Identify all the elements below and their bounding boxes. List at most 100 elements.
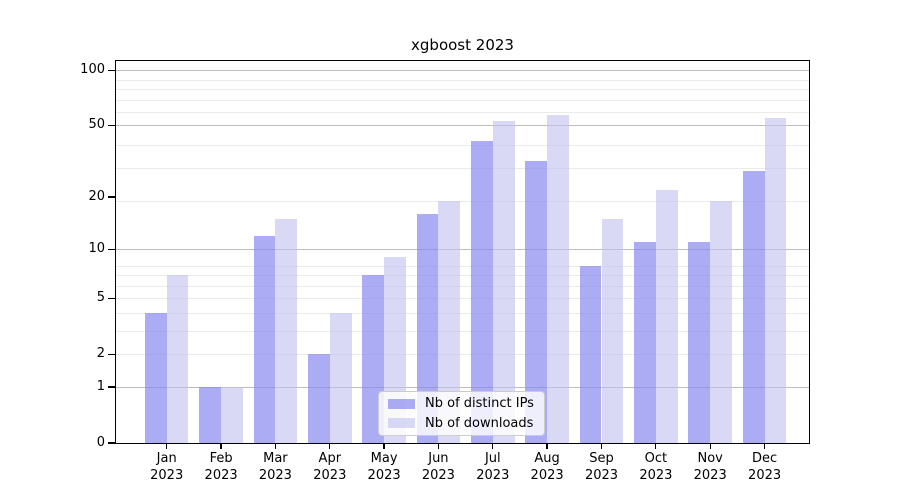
bar-distinct-ips-oct [634,242,656,443]
x-tick-month: Jul [484,451,501,466]
x-tick-month: Nov [697,451,723,466]
y-tick-mark [108,297,115,299]
x-tick-mark [655,443,657,449]
x-tick-month: Mar [263,451,288,466]
legend-label-distinct-ips: Nb of distinct IPs [425,396,534,412]
x-tick-month: Jun [428,451,449,466]
x-tick-month: Feb [209,451,233,466]
x-tick-year: 2023 [476,467,510,483]
x-tick-year: 2023 [313,467,347,483]
bar-distinct-ips-mar [253,235,276,443]
y-tick-label: 5 [96,290,105,306]
x-tick-mark [492,443,494,449]
x-tick-mark [437,443,440,449]
bar-downloads-feb [221,387,243,443]
legend: Nb of distinct IPs Nb of downloads [378,391,545,436]
bar-distinct-ips-dec [742,171,765,443]
bar-distinct-ips-jul [471,141,493,443]
minor-gridline [116,354,809,356]
minor-gridline [116,79,809,81]
bar-downloads-nov [710,201,732,443]
x-tick-year: 2023 [258,467,292,483]
bar-downloads-sep [601,219,624,443]
y-tick-mark [108,124,115,127]
minor-gridline [116,168,809,170]
bar-distinct-ips-sep [579,265,602,443]
major-gridline [116,70,809,72]
x-tick-month: Apr [318,451,342,466]
minor-gridline [116,89,809,90]
y-tick-mark [108,69,115,71]
bar-downloads-mar [275,219,298,443]
y-tick-mark [108,196,115,198]
x-tick-mark [274,443,277,449]
x-tick-mark [166,443,168,449]
x-tick-label-jan: Jan 2023 [137,451,197,484]
y-tick-label: 50 [88,117,105,133]
chart-title: xgboost 2023 [411,36,514,54]
x-tick-month: Aug [534,451,560,466]
bar-downloads-jun [438,201,461,443]
bar-distinct-ips-jun [416,214,439,443]
x-tick-year: 2023 [748,467,782,483]
x-tick-month: May [370,451,398,466]
minor-gridline [116,99,809,101]
y-tick-mark [108,353,115,355]
minor-gridline [116,145,809,146]
bar-distinct-ips-nov [688,242,711,443]
minor-gridline [116,201,809,202]
major-gridline [116,125,809,127]
x-tick-label-sep: Sep 2023 [572,451,632,484]
x-tick-year: 2023 [639,467,673,483]
x-tick-month: Dec [752,451,778,466]
bar-downloads-apr [329,313,352,443]
x-tick-month: Sep [589,451,614,466]
y-tick-label: 100 [80,62,105,78]
bar-downloads-jan [166,275,189,443]
minor-gridline [116,331,809,332]
legend-label-downloads: Nb of downloads [425,415,534,431]
y-tick-mark [108,386,115,388]
minor-gridline [116,313,809,314]
x-tick-label-oct: Oct 2023 [626,451,686,484]
x-tick-year: 2023 [530,467,564,483]
x-tick-year: 2023 [421,467,455,483]
x-tick-year: 2023 [367,467,401,483]
x-tick-month: Jan [156,451,177,466]
plot-area: 100 50 20 10 5 2 1 0 Jan 2023 Feb 2023 Mar 2023 Apr 202… [80,60,810,483]
bar-distinct-ips-jan [144,313,167,443]
minor-gridline [116,275,809,276]
bar-downloads-dec [764,117,787,443]
minor-gridline [116,112,809,114]
y-tick-label: 0 [96,435,105,450]
x-tick-year: 2023 [204,467,238,483]
minor-gridline [116,265,809,267]
x-tick-year: 2023 [150,467,184,483]
y-tick-label: 20 [88,189,105,205]
x-tick-year: 2023 [693,467,727,483]
x-tick-label-feb: Feb 2023 [191,451,251,484]
legend-swatch-distinct-ips [388,399,415,409]
x-tick-year: 2023 [584,467,619,483]
y-tick-label: 2 [96,346,105,362]
bar-downloads-jul [492,120,515,443]
y-tick-label: 10 [88,241,105,257]
legend-item-distinct-ips: Nb of distinct IPs [379,396,544,411]
x-tick-mark [220,443,222,449]
x-tick-mark [329,443,331,449]
x-tick-mark [546,443,548,449]
x-tick-mark [763,443,766,449]
bar-downloads-aug [547,115,569,443]
x-tick-label-mar: Mar 2023 [245,451,305,484]
bar-downloads-oct [655,189,678,443]
bar-distinct-ips-apr [307,354,330,443]
x-tick-month: Oct [644,451,668,466]
minor-gridline [116,285,809,287]
x-tick-label-apr: Apr 2023 [300,451,360,484]
major-gridline [116,249,809,251]
minor-gridline [116,298,809,300]
bar-distinct-ips-aug [525,160,548,443]
major-gridline [116,387,809,388]
y-tick-label: 1 [96,379,105,394]
x-tick-label-dec: Dec 2023 [735,451,795,484]
